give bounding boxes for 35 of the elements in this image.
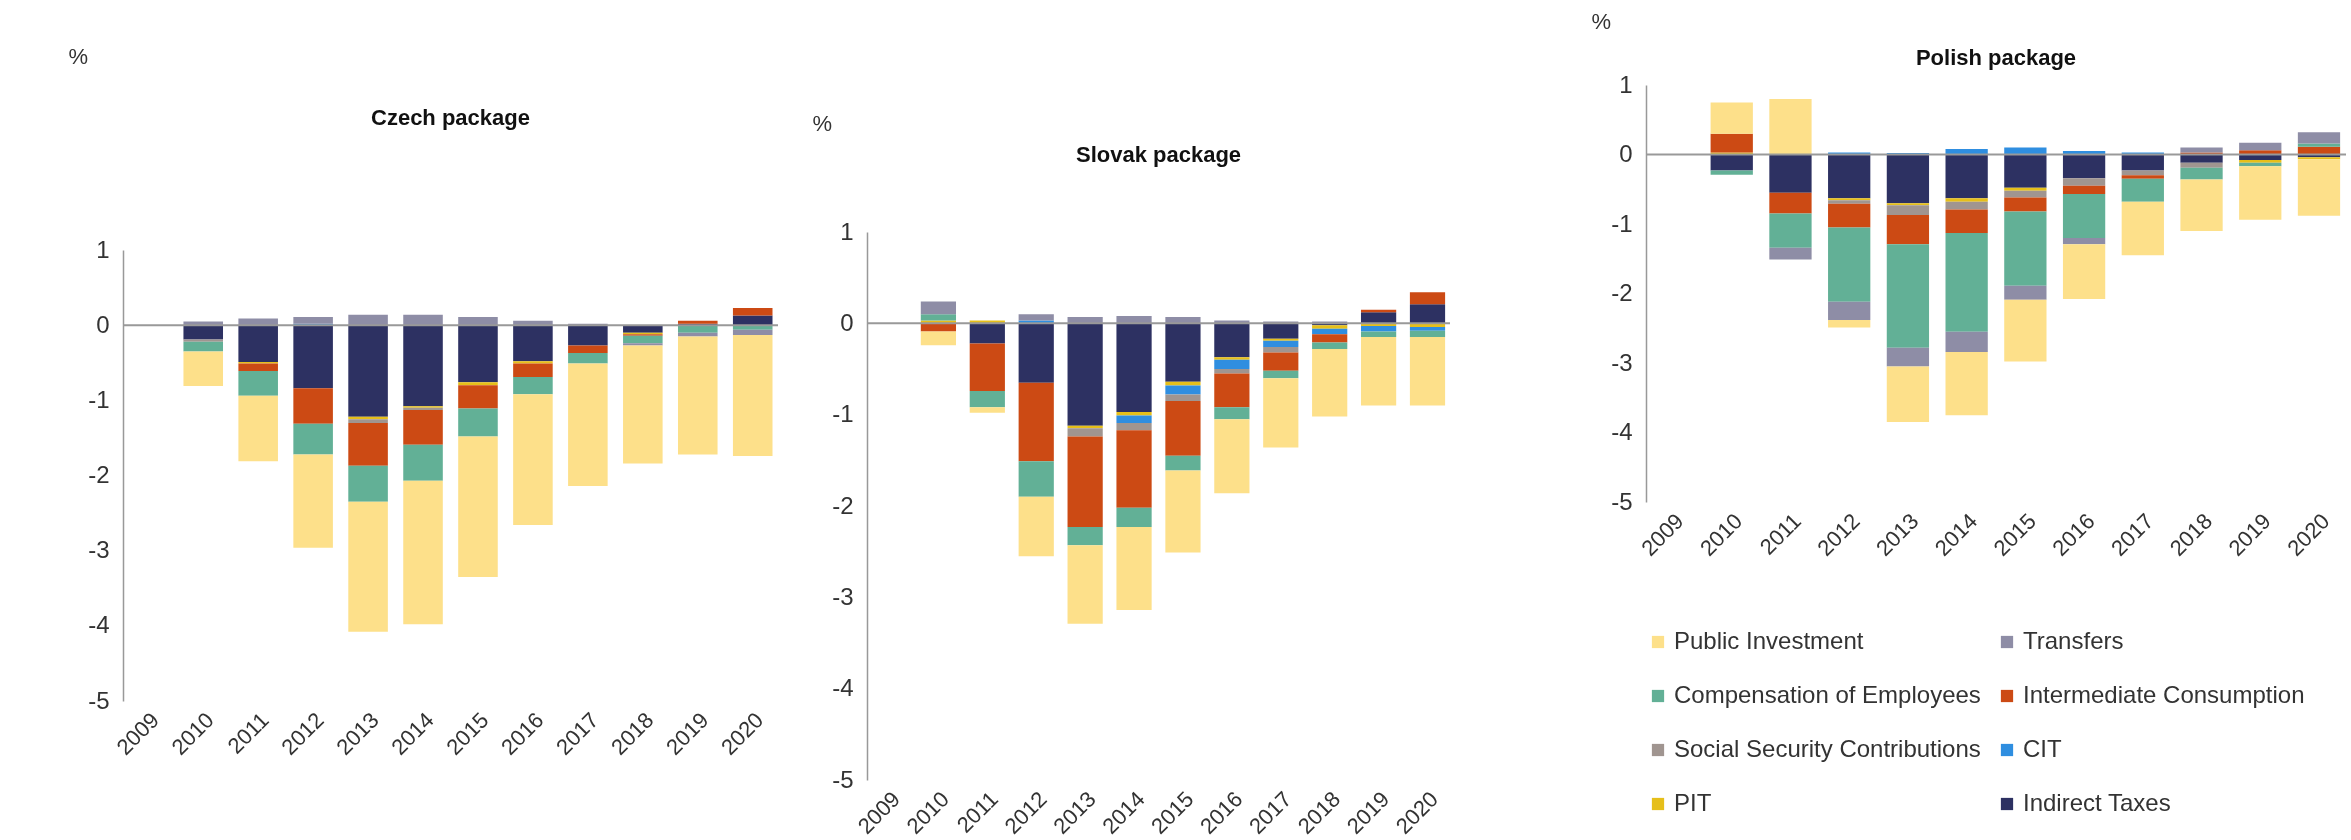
y-tick-label: -2 (88, 461, 110, 488)
y-tick-label: -3 (88, 536, 110, 564)
y-axis-title: % (68, 43, 89, 69)
y-axis-title: % (1591, 8, 1612, 34)
chart-title: Slovak package (1075, 142, 1242, 167)
y-tick-label: -1 (1611, 209, 1633, 237)
legend-label: Indirect Taxes (2023, 789, 2171, 816)
y-tick-label: 1 (96, 235, 110, 263)
y-tick-label: 1 (840, 217, 854, 245)
y-tick-label: -5 (1611, 487, 1633, 515)
y-tick-label: 0 (840, 308, 854, 336)
y-tick-label: -4 (832, 674, 854, 702)
y-tick-label: -4 (88, 611, 110, 639)
y-tick-label: -4 (1611, 418, 1633, 445)
y-tick-label: -2 (1611, 279, 1633, 306)
legend-label: Intermediate Consumption (2023, 681, 2305, 708)
legend-label: Transfers (2023, 627, 2124, 654)
y-tick-label: -1 (832, 400, 854, 428)
y-tick-label: -3 (832, 582, 854, 610)
y-axis-title: % (812, 110, 833, 136)
chart-title: Czech package (371, 105, 530, 130)
y-tick-label: -2 (832, 491, 854, 519)
y-tick-label: -3 (1611, 348, 1633, 376)
legend-label: Compensation of Employees (1674, 681, 1981, 708)
y-tick-label: 1 (1619, 70, 1633, 98)
y-tick-label: 0 (96, 310, 110, 338)
legend-label: Public Investment (1674, 627, 1864, 654)
legend-label: CIT (2023, 735, 2062, 762)
y-tick-label: 0 (1619, 140, 1633, 167)
chart-title: Polish package (1915, 45, 2077, 70)
y-tick-label: -5 (832, 765, 854, 793)
y-tick-label: -5 (88, 686, 110, 714)
legend-label: Social Security Contributions (1674, 735, 1981, 762)
y-tick-label: -1 (88, 385, 110, 413)
legend-label: PIT (1674, 789, 1712, 816)
